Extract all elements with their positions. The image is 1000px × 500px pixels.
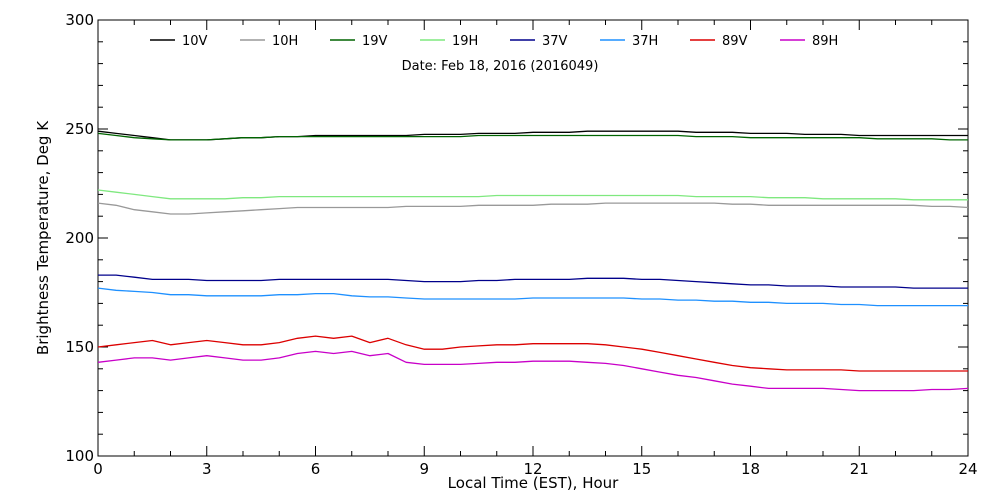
legend-label-10h: 10H bbox=[272, 34, 298, 49]
legend: 10V 10H 19V 19H 37V 37H 89V 89H bbox=[150, 34, 838, 49]
y-axis-title: Brightness Temperature, Deg K bbox=[34, 120, 52, 355]
legend-label-89v: 89V bbox=[722, 34, 748, 49]
x-tick-label: 18 bbox=[741, 460, 760, 478]
chart-subtitle: Date: Feb 18, 2016 (2016049) bbox=[402, 59, 599, 74]
x-axis-title: Local Time (EST), Hour bbox=[448, 474, 619, 492]
x-tick-label: 0 bbox=[93, 460, 103, 478]
series-line-19v bbox=[97, 132, 968, 141]
legend-label-10v: 10V bbox=[182, 34, 208, 49]
y-tick-label: 250 bbox=[65, 120, 94, 138]
legend-label-37h: 37H bbox=[632, 34, 658, 49]
x-tick-label: 12 bbox=[523, 460, 542, 478]
legend-label-37v: 37V bbox=[542, 34, 568, 49]
plot-frame bbox=[97, 19, 969, 457]
x-tick-label: 21 bbox=[850, 460, 869, 478]
legend-label-89h: 89H bbox=[812, 34, 838, 49]
series-line-37h bbox=[97, 287, 968, 307]
series-lines bbox=[97, 130, 969, 392]
x-tick-label: 3 bbox=[202, 460, 212, 478]
series-line-89h bbox=[97, 350, 969, 392]
x-tick-label: 15 bbox=[632, 460, 651, 478]
series-line-10h bbox=[97, 202, 969, 215]
y-tick-label: 150 bbox=[65, 338, 94, 356]
legend-label-19h: 19H bbox=[452, 34, 478, 49]
series-line-19h bbox=[97, 189, 968, 201]
legend-label-19v: 19V bbox=[362, 34, 388, 49]
series-line-89v bbox=[97, 335, 968, 372]
x-tick-label: 6 bbox=[311, 460, 321, 478]
y-tick-label: 200 bbox=[65, 229, 94, 247]
y-tick-label: 100 bbox=[65, 447, 94, 465]
x-tick-label: 9 bbox=[419, 460, 429, 478]
axis-ticks: 0 3 6 9 12 15 18 21 24 100 150 200 250 300 bbox=[65, 11, 977, 478]
y-tick-label: 300 bbox=[65, 11, 94, 29]
series-line-37v bbox=[98, 274, 968, 289]
x-tick-label: 24 bbox=[958, 460, 977, 478]
